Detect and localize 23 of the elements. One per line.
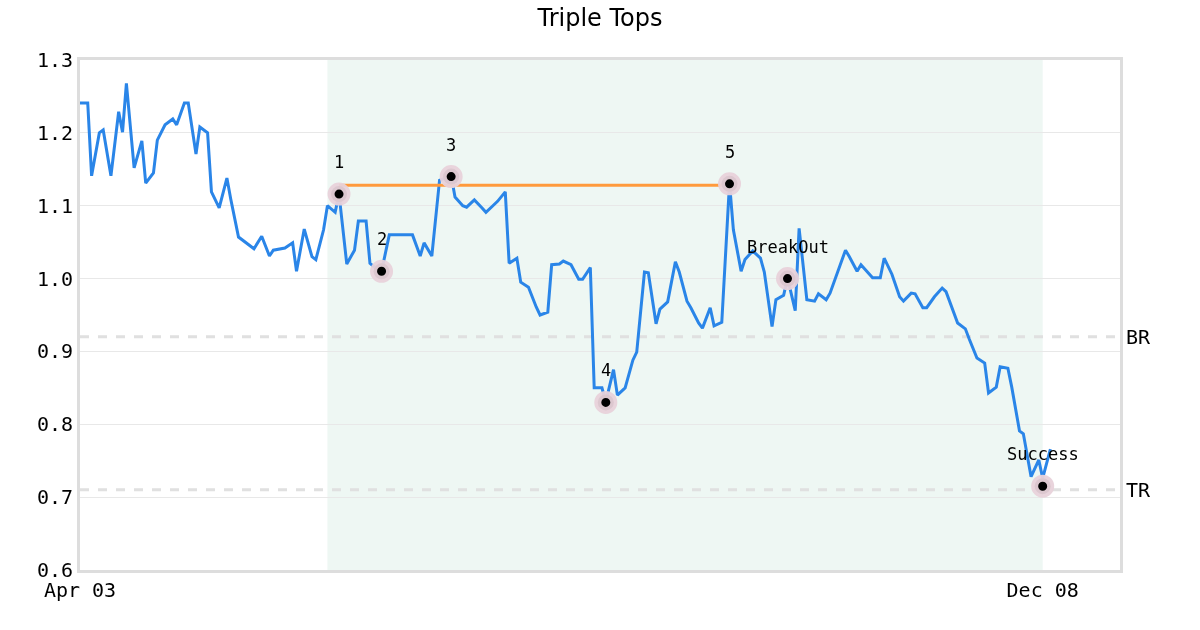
point (370, 259, 394, 283)
ref-line-label: TR (1126, 478, 1152, 502)
y-tick-label: 1.1 (36, 193, 73, 218)
annotation: 5 (725, 142, 736, 162)
point (594, 390, 618, 414)
y-tick-label: 0.9 (36, 339, 73, 364)
point (776, 267, 800, 291)
annotation: 4 (601, 360, 612, 380)
chart-title: Triple Tops (536, 4, 663, 33)
y-tick-label: 1.0 (36, 266, 73, 291)
point (439, 165, 463, 189)
point (327, 182, 351, 206)
annotation: 3 (446, 135, 457, 155)
x-tick-label: Dec 08 (1006, 578, 1079, 602)
point (1031, 474, 1055, 498)
annotation: 1 (334, 152, 345, 172)
ref-line-label: BR (1126, 325, 1152, 349)
point (718, 172, 742, 196)
y-tick-label: 0.7 (36, 485, 73, 510)
y-tick-label: 1.3 (36, 48, 73, 72)
y-tick-label: 0.8 (36, 412, 73, 437)
annotation: 2 (377, 229, 388, 249)
y-tick-label: 1.2 (36, 120, 73, 145)
